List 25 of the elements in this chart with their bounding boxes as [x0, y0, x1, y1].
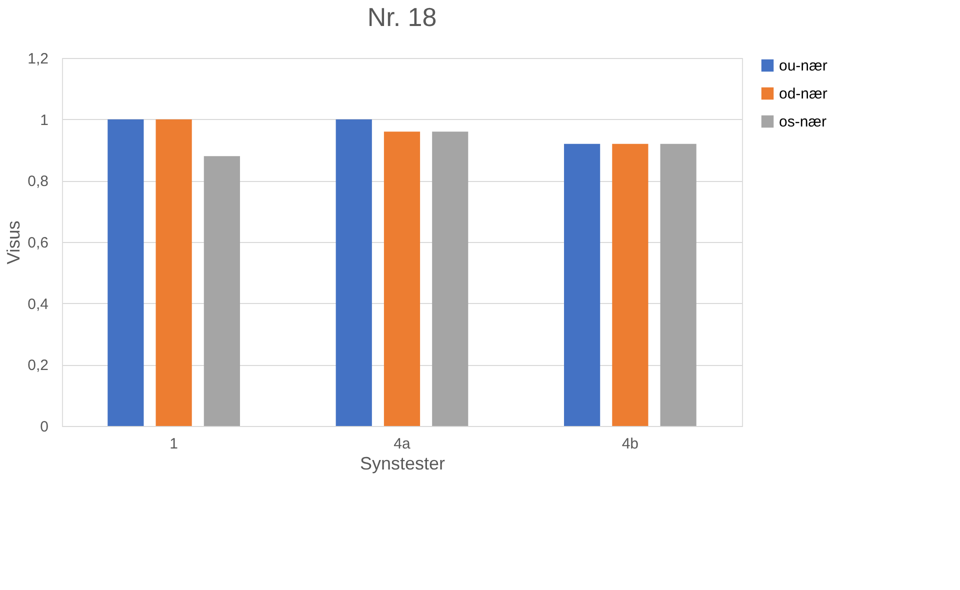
bar [204, 156, 240, 426]
x-tick-label: 1 [170, 436, 178, 452]
x-axis-title: Synstester [360, 454, 446, 474]
x-tick-label: 4b [622, 436, 639, 452]
legend-label: ou-nær [779, 58, 828, 74]
legend-label: os-nær [779, 114, 827, 130]
bar [612, 144, 648, 426]
y-tick-label: 1 [40, 112, 48, 129]
bar [156, 119, 192, 426]
y-tick-label: 0,2 [28, 357, 48, 374]
bar [564, 144, 600, 426]
bar [108, 119, 144, 426]
y-tick-label: 1,2 [28, 50, 48, 68]
y-tick-label: 0 [40, 418, 48, 436]
chart-title: Nr. 18 [367, 2, 437, 32]
legend-label: od-nær [779, 86, 828, 102]
bar [336, 119, 372, 426]
bar [660, 144, 696, 426]
bar [432, 132, 468, 426]
y-tick-label: 0,4 [28, 296, 48, 313]
y-axis-title: Visus [4, 220, 24, 264]
y-tick-label: 0,6 [28, 234, 48, 252]
y-tick-label: 0,8 [28, 173, 48, 190]
bar [384, 132, 420, 426]
x-tick-label: 4a [394, 436, 411, 452]
